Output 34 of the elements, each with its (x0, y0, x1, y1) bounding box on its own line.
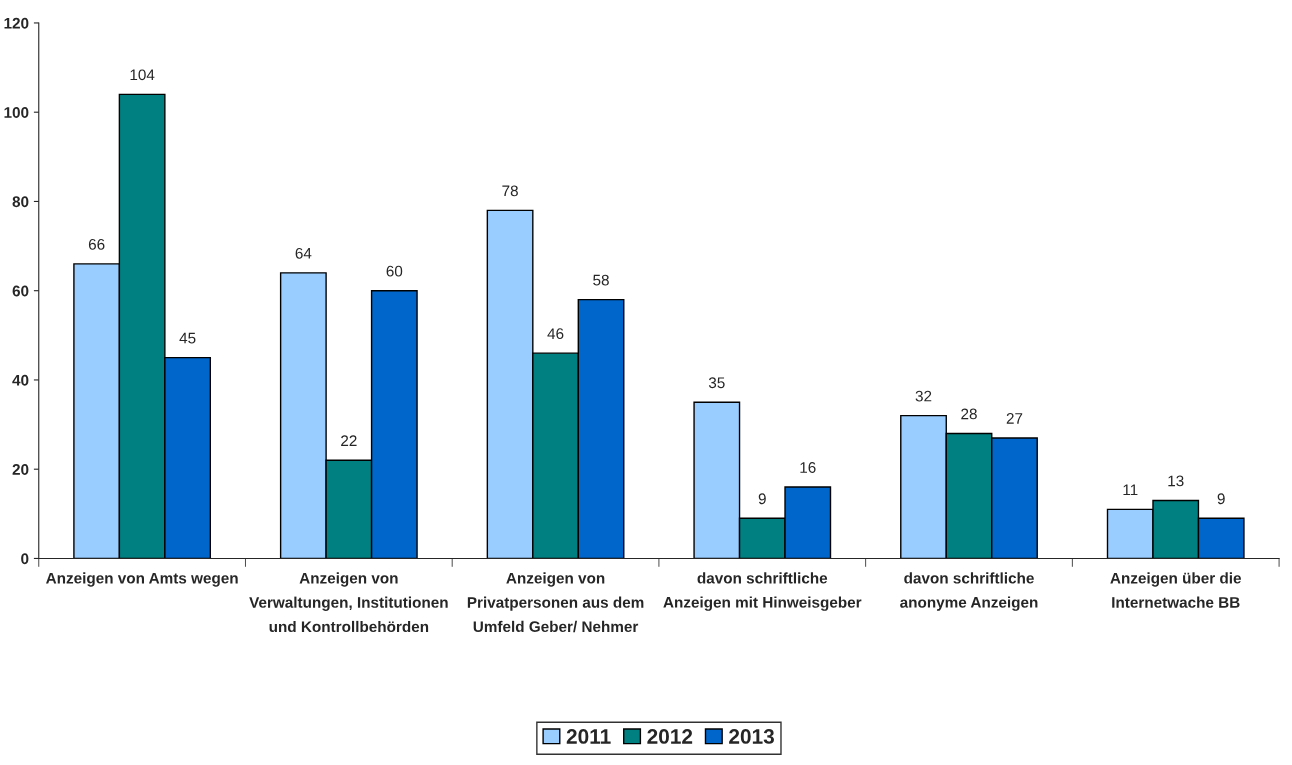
data-label: 11 (1123, 484, 1138, 496)
data-label: 46 (547, 328, 564, 340)
data-label: 104 (130, 69, 155, 81)
y-tick-label: 20 (12, 464, 29, 475)
data-label: 66 (88, 238, 105, 250)
y-tick-label: 120 (4, 17, 29, 29)
data-label: 60 (386, 265, 403, 277)
y-tick-label: 60 (12, 285, 29, 297)
x-tick-label: davon schriftliche Anzeigen mit Hinweisgeber (663, 572, 862, 611)
data-label: 32 (915, 390, 932, 402)
legend-label: 2012 (647, 729, 693, 744)
data-label: 45 (179, 332, 196, 344)
data-label: 22 (341, 435, 357, 446)
x-tick-label: Anzeigen über die Internetwache BB (1110, 572, 1241, 608)
data-label: 78 (502, 185, 518, 197)
y-tick-label: 80 (12, 196, 29, 208)
legend-label: 2013 (729, 729, 774, 744)
x-tick-label: Anzeigen von Verwaltungen, Institutionen und Kontrollbehörden (249, 572, 448, 633)
data-label: 16 (800, 462, 816, 473)
data-label: 64 (295, 247, 312, 259)
y-tick-label: 0 (21, 553, 29, 565)
data-label: 9 (1217, 493, 1225, 505)
data-label: 58 (593, 274, 609, 286)
data-label: 28 (961, 408, 977, 420)
y-tick-label: 40 (12, 374, 29, 386)
x-tick-label: Anzeigen von Privatpersonen aus dem Umfeld Geber/ Nehmer (467, 572, 644, 633)
data-label: 27 (1006, 413, 1023, 424)
data-label: 9 (758, 493, 766, 505)
x-tick-label: Anzeigen von Amts wegen (46, 572, 238, 587)
data-label: 13 (1168, 475, 1184, 487)
x-tick-label: davon schriftliche anonyme Anzeigen (900, 572, 1038, 611)
legend-label: 2011 (566, 729, 611, 744)
data-label: 35 (708, 377, 725, 389)
y-tick-label: 100 (4, 107, 29, 118)
